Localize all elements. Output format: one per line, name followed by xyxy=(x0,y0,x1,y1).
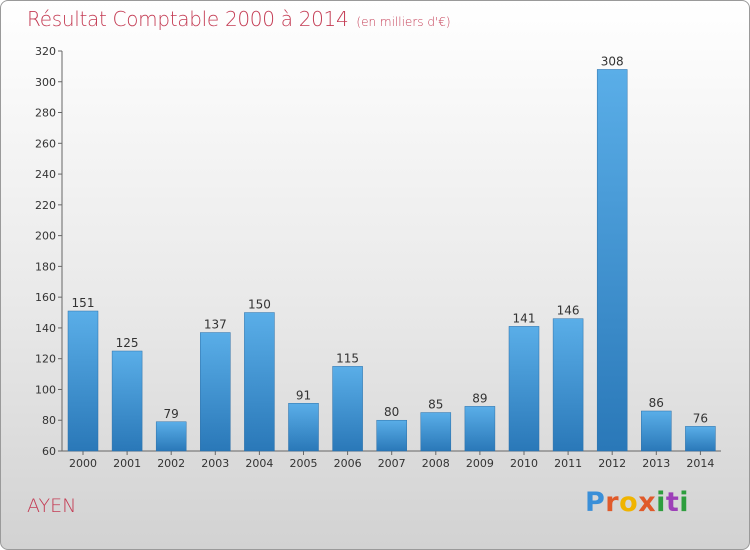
y-tick-label: 140 xyxy=(35,322,56,335)
value-label: 85 xyxy=(428,398,443,412)
x-tick-label: 2010 xyxy=(510,457,538,470)
x-tick-label: 2009 xyxy=(466,457,494,470)
y-tick-label: 100 xyxy=(35,383,56,396)
x-tick-label: 2008 xyxy=(422,457,450,470)
value-label: 137 xyxy=(204,318,227,332)
logo-letter: i xyxy=(679,487,690,518)
y-tick-label: 280 xyxy=(35,107,56,120)
x-tick-label: 2007 xyxy=(378,457,406,470)
x-tick-label: 2001 xyxy=(113,457,141,470)
bar-2007 xyxy=(376,419,407,452)
y-tick-label: 160 xyxy=(35,291,56,304)
value-label: 308 xyxy=(601,54,624,68)
chart-title-text: Résultat Comptable 2000 à 2014 xyxy=(27,7,349,31)
value-label: 89 xyxy=(472,391,487,405)
x-tick-label: 2003 xyxy=(201,457,229,470)
value-label: 91 xyxy=(296,388,311,402)
y-tick-label: 220 xyxy=(35,199,56,212)
value-label: 125 xyxy=(116,336,139,350)
bar-2013 xyxy=(641,410,672,452)
data-labels: 151 125 79 137 150 91 115 80 85 89 141 146 308 86 76 xyxy=(72,54,708,425)
y-tick-label: 60 xyxy=(42,445,56,458)
x-tick-label: 2004 xyxy=(245,457,273,470)
logo-letter: t xyxy=(665,487,680,518)
x-tick-label: 2011 xyxy=(554,457,582,470)
logo-letter: r xyxy=(605,487,620,518)
value-label: 80 xyxy=(384,405,399,419)
axes: 60 80 100 120 140 160 180 200 220 240 260 280 300 320… xyxy=(35,45,721,470)
bar-2001 xyxy=(111,350,143,452)
x-tick-label: 2002 xyxy=(157,457,185,470)
bar-2002 xyxy=(155,421,187,452)
y-tick-label: 120 xyxy=(35,353,56,366)
bar-2008 xyxy=(420,412,452,452)
proxiti-logo[interactable]: Proxiti xyxy=(585,487,689,518)
bar-2004 xyxy=(244,312,275,452)
chart-title: Résultat Comptable 2000 à 2014 (en millie… xyxy=(27,7,451,31)
x-tick-label: 2013 xyxy=(642,457,670,470)
bar-2011 xyxy=(552,318,584,452)
bar-2010 xyxy=(508,326,540,452)
logo-letter: P xyxy=(585,487,606,518)
y-tick-label: 200 xyxy=(35,230,56,243)
bar-2000 xyxy=(67,310,99,452)
x-tick-label: 2014 xyxy=(686,457,714,470)
y-tick-label: 300 xyxy=(35,76,56,89)
value-label: 150 xyxy=(248,298,271,312)
y-tick-label: 260 xyxy=(35,137,56,150)
bar-2014 xyxy=(685,426,716,452)
y-tick-label: 240 xyxy=(35,168,56,181)
value-label: 115 xyxy=(336,351,359,365)
value-label: 141 xyxy=(513,311,536,325)
bar-2006 xyxy=(332,366,363,452)
y-tick-label: 320 xyxy=(35,45,56,58)
logo-letter: i xyxy=(656,487,666,518)
value-label: 151 xyxy=(72,296,95,310)
bar-2005 xyxy=(288,403,319,452)
y-tick-label: 180 xyxy=(35,260,56,273)
value-label: 146 xyxy=(557,304,580,318)
value-label: 79 xyxy=(164,407,179,421)
bars xyxy=(67,69,716,452)
bar-2009 xyxy=(464,406,496,452)
location-name: AYEN xyxy=(27,495,77,517)
chart-subtitle: (en milliers d'€) xyxy=(356,15,451,29)
y-tick-label: 80 xyxy=(42,414,56,427)
logo-letter: o xyxy=(619,487,639,518)
bar-2012 xyxy=(596,69,628,452)
x-tick-label: 2006 xyxy=(334,457,362,470)
x-tick-label: 2005 xyxy=(290,457,318,470)
value-label: 86 xyxy=(649,396,664,410)
logo-letter: x xyxy=(638,487,657,518)
x-tick-label: 2012 xyxy=(598,457,626,470)
x-tick-label: 2000 xyxy=(69,457,97,470)
bar-2003 xyxy=(200,332,231,452)
value-label: 76 xyxy=(693,411,708,425)
